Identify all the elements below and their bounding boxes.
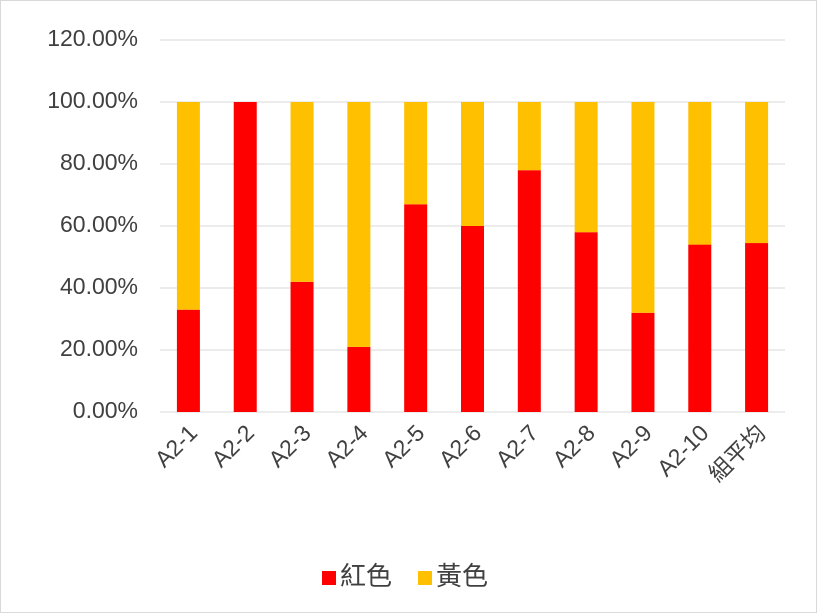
legend-swatch: [322, 571, 336, 585]
bar-segment: [574, 232, 598, 412]
bar-segment: [461, 102, 484, 226]
y-tick-label: 120.00%: [47, 25, 138, 51]
bar-segment: [745, 243, 769, 412]
bar-segment: [404, 204, 428, 412]
bar-segment: [404, 102, 428, 205]
bar-segment: [517, 102, 541, 171]
bar-segment: [574, 102, 598, 233]
bar-segment: [290, 102, 314, 282]
bar-segment: [290, 281, 314, 412]
bar-segment: [517, 170, 541, 412]
bar-segment: [347, 346, 371, 412]
bar-segment: [745, 102, 769, 244]
bar-segment: [233, 102, 257, 412]
legend-label: 黃色: [436, 561, 488, 591]
legend-swatch: [418, 571, 433, 585]
bar-segment: [461, 226, 484, 412]
bar-segment: [176, 309, 200, 412]
bar-segment: [631, 312, 655, 412]
bar-segment: [176, 102, 200, 310]
legend-label: 紅色: [340, 561, 392, 591]
bar-segment: [347, 102, 371, 347]
y-tick-label: 60.00%: [60, 211, 138, 237]
y-tick-label: 0.00%: [73, 397, 138, 423]
bar-segment: [631, 102, 655, 313]
bar-segment: [688, 244, 712, 412]
y-tick-label: 20.00%: [60, 335, 138, 361]
bar-segment: [688, 102, 712, 245]
y-tick-label: 40.00%: [60, 273, 138, 299]
y-tick-label: 100.00%: [47, 87, 138, 113]
y-tick-label: 80.00%: [60, 149, 138, 175]
